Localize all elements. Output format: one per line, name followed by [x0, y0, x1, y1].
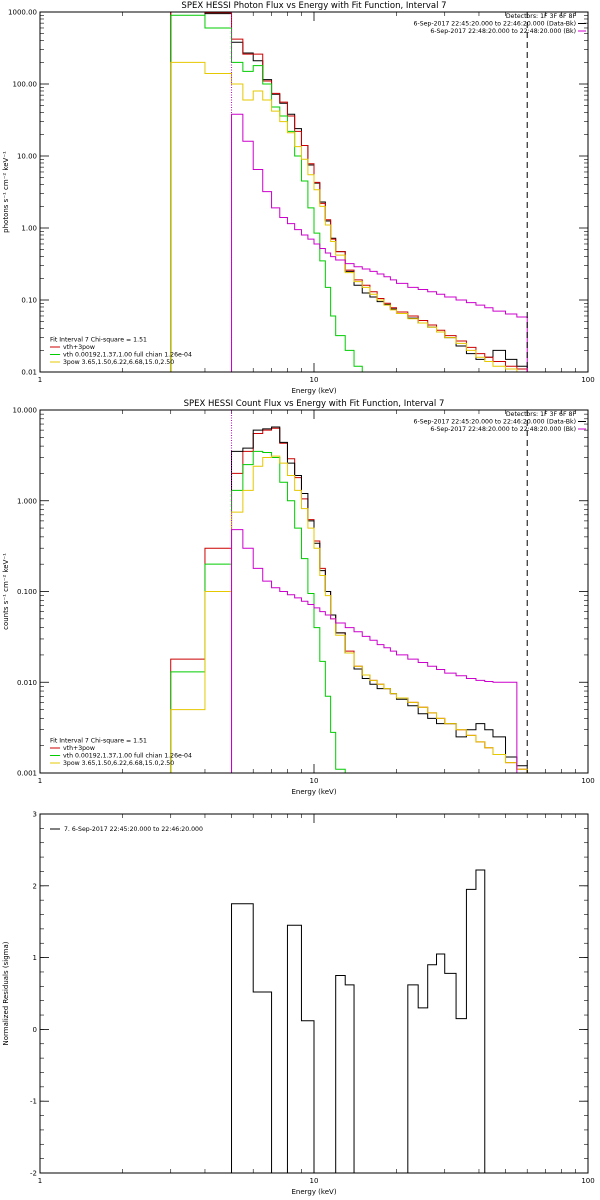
y-tick-label: 1.000	[17, 497, 37, 505]
series-line-4	[231, 113, 528, 372]
panel-count: SPEX HESSI Count Flux vs Energy with Fit…	[2, 399, 595, 796]
y-tick-label: -1	[30, 1098, 37, 1106]
series-line-2	[170, 14, 528, 372]
y-tick-label: 100.00	[13, 81, 38, 89]
x-tick-label: 1	[38, 777, 42, 785]
y-tick-label: 1000.00	[8, 9, 37, 17]
chart-title: SPEX HESSI Photon Flux vs Energy with Fi…	[181, 1, 446, 11]
legend-line: Fit Interval 7 Chi-square = 1.51	[50, 337, 147, 344]
plot-frame	[39, 409, 589, 774]
series-line-1	[231, 426, 546, 773]
panel-photon: SPEX HESSI Photon Flux vs Energy with Fi…	[2, 1, 595, 395]
x-tick-label: 100	[581, 1177, 594, 1185]
y-tick-label: 0.100	[17, 588, 37, 596]
y-tick-label: 0.10	[21, 297, 37, 305]
series-line-0	[170, 12, 528, 372]
legend-line: vth+3pow	[63, 745, 95, 752]
y-tick-label: 0.010	[17, 679, 37, 687]
x-axis-label: Energy (keV)	[291, 1188, 336, 1196]
plot-frame	[39, 11, 589, 373]
y-axis-label: Normalized Residuals (sigma)	[2, 941, 10, 1045]
legend-line: vth 0.00192,1.37,1.00 full chian 1.26e-0…	[63, 352, 192, 359]
legend-line: 3pow 3.65,1.50,6.22,6.68,15.0,2.50	[63, 760, 174, 767]
x-tick-label: 100	[581, 777, 594, 785]
info-line: 6-Sep-2017 22:45:20.000 to 22:46:20.000 …	[414, 21, 576, 28]
x-tick-label: 1	[38, 376, 42, 384]
chart-title: SPEX HESSI Count Flux vs Energy with Fit…	[184, 399, 445, 409]
y-axis-label: photons s⁻¹ cm⁻² keV⁻¹	[2, 151, 10, 233]
series-line-3	[170, 61, 528, 372]
x-tick-label: 10	[310, 376, 319, 384]
y-tick-label: 1	[33, 954, 37, 962]
panel-resid: 1 10 100 -2 -1 0 1 2 3 Energy (keV) Normalized Res…	[2, 811, 595, 1197]
y-tick-label: -2	[30, 1170, 37, 1178]
x-axis-label: Energy (keV)	[291, 387, 336, 395]
y-tick-label: 10.00	[17, 153, 37, 161]
y-tick-label: 2	[33, 882, 37, 890]
series-group	[170, 426, 546, 773]
series-line-1	[170, 12, 528, 372]
x-tick-label: 10	[310, 777, 319, 785]
series-line-4	[231, 529, 518, 773]
legend-line: 7. 6-Sep-2017 22:45:20.000 to 22:46:20.0…	[64, 826, 203, 833]
y-tick-label: 1.00	[21, 225, 37, 233]
legend-line: vth+3pow	[63, 344, 95, 351]
x-tick-label: 10	[310, 1177, 319, 1185]
y-tick-label: 3	[33, 811, 37, 819]
series-line-0	[170, 427, 546, 773]
info-line: 6-Sep-2017 22:45:20.000 to 22:46:20.000 …	[414, 419, 576, 426]
info-line: 6-Sep-2017 22:48:20.000 to 22:48:20.000 …	[430, 426, 576, 433]
series-line-0	[231, 869, 486, 1173]
series-line-3	[170, 455, 546, 773]
legend-line: vth 0.00192,1.37,1.00 full chian 1.26e-0…	[63, 753, 192, 760]
y-tick-label: 0.01	[21, 369, 37, 377]
x-axis-label: Energy (keV)	[291, 788, 336, 796]
y-tick-label: 10.000	[13, 407, 38, 415]
x-tick-label: 100	[581, 376, 594, 384]
y-tick-label: 0.001	[17, 770, 37, 778]
series-group	[170, 12, 528, 372]
plot-frame	[39, 813, 589, 1174]
info-line: 6-Sep-2017 22:48:20.000 to 22:48:20.000 …	[430, 28, 576, 35]
x-tick-label: 1	[38, 1177, 42, 1185]
y-tick-label: 0	[33, 1026, 37, 1034]
legend-line: Fit Interval 7 Chi-square = 1.51	[50, 738, 147, 745]
series-line-2	[170, 450, 546, 773]
info-line: Detectors: 1F 3F 6F 8F	[506, 411, 577, 418]
series-group	[231, 869, 486, 1173]
legend-line: 3pow 3.65,1.50,6.22,6.68,15.0,2.50	[63, 359, 174, 366]
y-axis-label: counts s⁻¹ cm⁻² keV⁻¹	[2, 553, 10, 630]
info-line: Detectors: 1F 3F 6F 8F	[506, 13, 577, 20]
